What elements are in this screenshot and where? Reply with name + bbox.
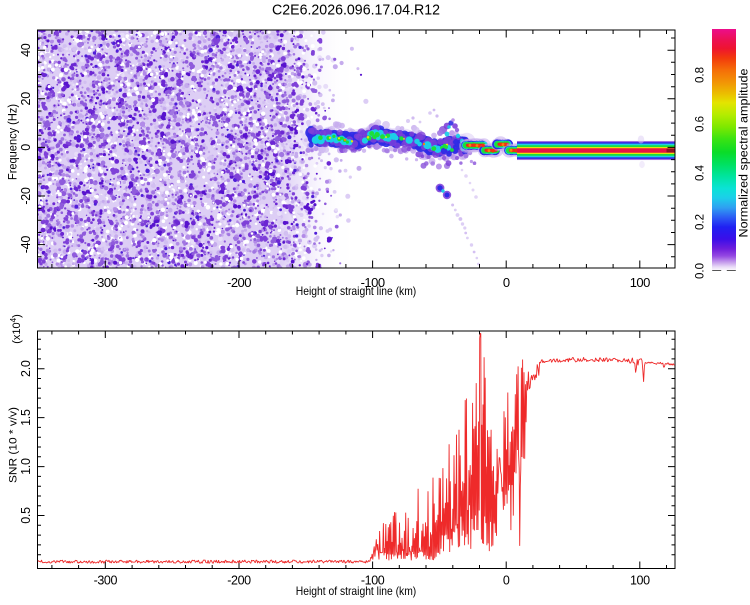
svg-text:C2E6.2026.096.17.04.R12: C2E6.2026.096.17.04.R12 [272,2,440,19]
